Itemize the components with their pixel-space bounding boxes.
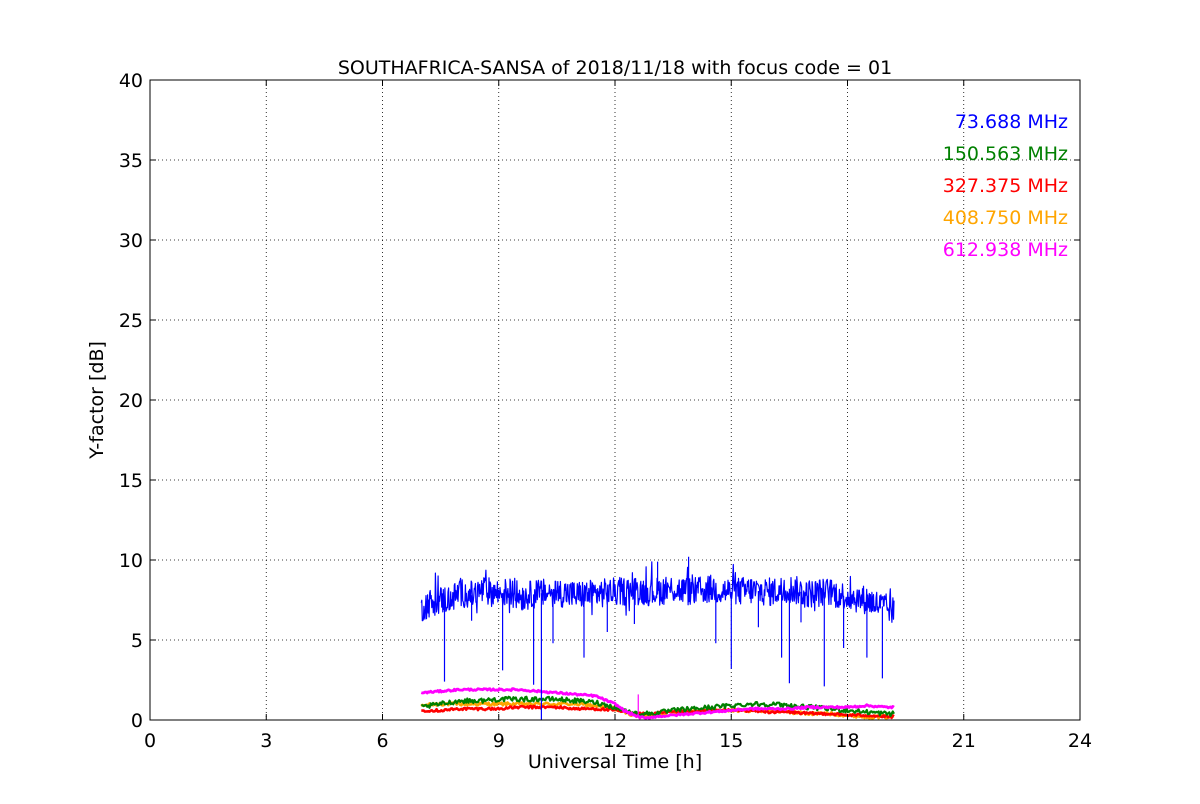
legend: 73.688 MHz 150.563 MHz 327.375 MHz 408.750 …	[943, 111, 1068, 261]
chart-title: SOUTHAFRICA-SANSA of 2018/11/18 with foc…	[338, 57, 892, 79]
y-tick-label: 10	[119, 550, 143, 572]
y-tick-label: 5	[131, 630, 143, 652]
x-tick-label: 3	[260, 730, 272, 752]
y-tick-label: 30	[119, 230, 143, 252]
x-tick-label: 18	[835, 730, 859, 752]
legend-entry: 327.375 MHz	[943, 175, 1068, 197]
x-axis-label: Universal Time [h]	[528, 751, 702, 773]
legend-entry: 408.750 MHz	[943, 207, 1068, 229]
tick-layer: 0 3 6 9 12 15 18 21 24 0 5 10 15 20 25 30 35 40	[119, 70, 1092, 752]
y-tick-label: 15	[119, 470, 143, 492]
x-tick-label: 12	[603, 730, 627, 752]
x-tick-label: 9	[493, 730, 505, 752]
y-tick-label: 0	[131, 710, 143, 732]
y-tick-label: 25	[119, 310, 143, 332]
y-tick-label: 20	[119, 390, 143, 412]
x-tick-label: 21	[952, 730, 976, 752]
series-line	[420, 687, 895, 720]
x-tick-label: 0	[144, 730, 156, 752]
series-layer	[420, 556, 895, 720]
legend-entry: 73.688 MHz	[955, 111, 1068, 133]
x-tick-label: 6	[376, 730, 388, 752]
y-axis-label: Y-factor [dB]	[86, 341, 108, 460]
series-line	[420, 556, 895, 720]
grid	[150, 80, 1080, 720]
x-tick-label: 24	[1068, 730, 1092, 752]
legend-entry: 612.938 MHz	[943, 239, 1068, 261]
legend-entry: 150.563 MHz	[943, 143, 1068, 165]
y-tick-label: 35	[119, 150, 143, 172]
y-tick-label: 40	[119, 70, 143, 92]
x-tick-label: 15	[719, 730, 743, 752]
